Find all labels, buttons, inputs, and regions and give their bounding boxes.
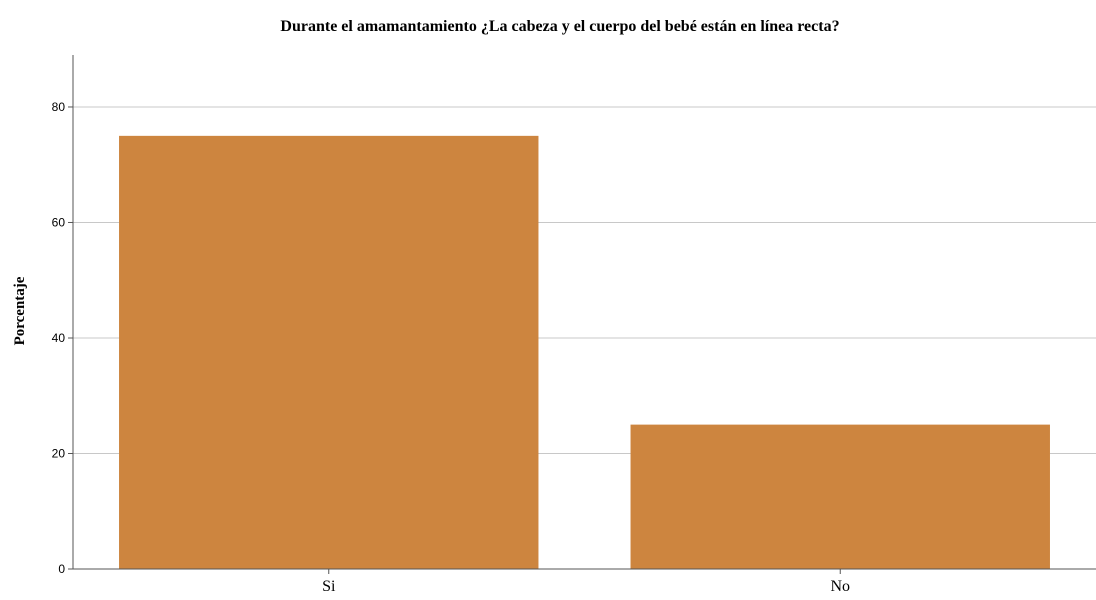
- chart-title: Durante el amamantamiento ¿La cabeza y e…: [280, 18, 839, 35]
- x-tick-label: Si: [322, 578, 336, 595]
- y-tick-label: 0: [58, 562, 65, 576]
- y-tick-label: 60: [52, 215, 66, 229]
- y-axis-title: Porcentaje: [12, 276, 28, 345]
- y-tick-labels: 0 20 40 60 80: [52, 100, 73, 576]
- bar-no: [630, 424, 1050, 569]
- x-tick-label: No: [830, 578, 850, 595]
- x-tick-labels: Si No: [322, 569, 850, 595]
- bars: [119, 135, 1050, 569]
- axes: [72, 55, 1096, 570]
- y-tick-label: 80: [52, 100, 66, 114]
- y-tick-label: 40: [52, 331, 66, 345]
- y-tick-label: 20: [52, 446, 66, 460]
- bar-si: [119, 135, 539, 569]
